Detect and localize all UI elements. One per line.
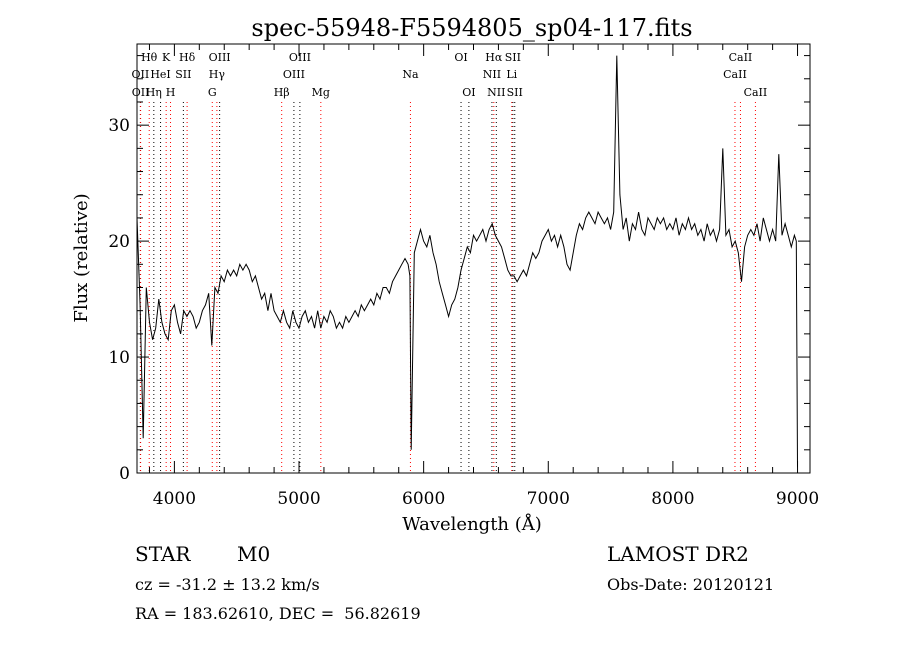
- line-marker-label-4: HeI: [150, 68, 170, 81]
- x-tick-label-3: 7000: [527, 489, 570, 509]
- line-marker-label-17: OI: [454, 51, 467, 64]
- line-marker-label-8: Hδ: [179, 51, 196, 64]
- spectral-line-markers: [139, 102, 756, 473]
- line-marker-label-26: CaII: [729, 51, 753, 64]
- line-marker-label-22: Li: [506, 68, 517, 81]
- y-tick-label-2: 20: [108, 232, 130, 252]
- line-marker-label-15: Mg: [312, 86, 330, 99]
- x-tick-label-5: 9000: [776, 489, 819, 509]
- x-tick-label-1: 5000: [277, 489, 320, 509]
- line-marker-label-7: SII: [175, 68, 191, 81]
- object-class: STAR: [135, 542, 191, 566]
- line-marker-label-27: CaII: [744, 86, 768, 99]
- x-axis: 4000 5000 6000 7000 8000 9000: [148, 44, 819, 509]
- line-marker-label-6: H: [166, 86, 176, 99]
- line-marker-label-20: Hα: [485, 51, 503, 64]
- coordinates: RA = 183.62610, DEC = 56.82619: [135, 604, 421, 623]
- line-marker-label-0: Hθ: [141, 51, 158, 64]
- line-marker-label-19: NII: [483, 68, 501, 81]
- line-marker-label-16: Na: [402, 68, 419, 81]
- y-axis: 0 10 20 30: [108, 55, 810, 484]
- line-marker-label-14: OIII: [289, 51, 311, 64]
- line-marker-label-5: K: [162, 51, 171, 64]
- y-tick-label-3: 30: [108, 116, 130, 136]
- line-marker-label-3: Hη: [146, 86, 162, 99]
- spectral-line-labels: HθOIIOIIHηHeIKHSIIHδGHγOIIIHβOIIIOIIIMgN…: [132, 51, 768, 99]
- x-axis-label: Wavelength (Å): [402, 513, 542, 535]
- chart-title: spec-55948-F5594805_sp04-117.fits: [251, 14, 692, 42]
- line-marker-label-9: G: [208, 86, 217, 99]
- line-marker-label-23: SII: [505, 51, 521, 64]
- spectrum-line-0: [136, 55, 798, 468]
- line-marker-label-1: OII: [132, 68, 150, 81]
- y-tick-label-1: 10: [108, 348, 130, 368]
- survey-name: LAMOST DR2: [607, 542, 749, 566]
- line-marker-label-2: OII: [132, 86, 150, 99]
- spectrum-series: [136, 55, 798, 468]
- line-marker-label-12: Hβ: [274, 86, 290, 99]
- line-marker-label-11: OIII: [209, 51, 231, 64]
- line-marker-label-10: Hγ: [209, 68, 226, 81]
- redshift-velocity: cz = -31.2 ± 13.2 km/s: [135, 575, 320, 594]
- x-tick-label-2: 6000: [402, 489, 445, 509]
- y-axis-label: Flux (relative): [71, 193, 92, 322]
- line-marker-label-25: CaII: [723, 68, 747, 81]
- y-tick-label-0: 0: [119, 464, 130, 484]
- line-marker-label-24: SII: [507, 86, 523, 99]
- line-marker-label-18: OI: [462, 86, 475, 99]
- x-tick-label-4: 8000: [651, 489, 694, 509]
- line-marker-label-21: NII: [487, 86, 505, 99]
- subclass: M0: [237, 542, 271, 566]
- plot-frame: [136, 43, 811, 474]
- observation-date: Obs-Date: 20120121: [607, 575, 775, 594]
- line-marker-label-13: OIII: [283, 68, 305, 81]
- x-tick-label-0: 4000: [153, 489, 196, 509]
